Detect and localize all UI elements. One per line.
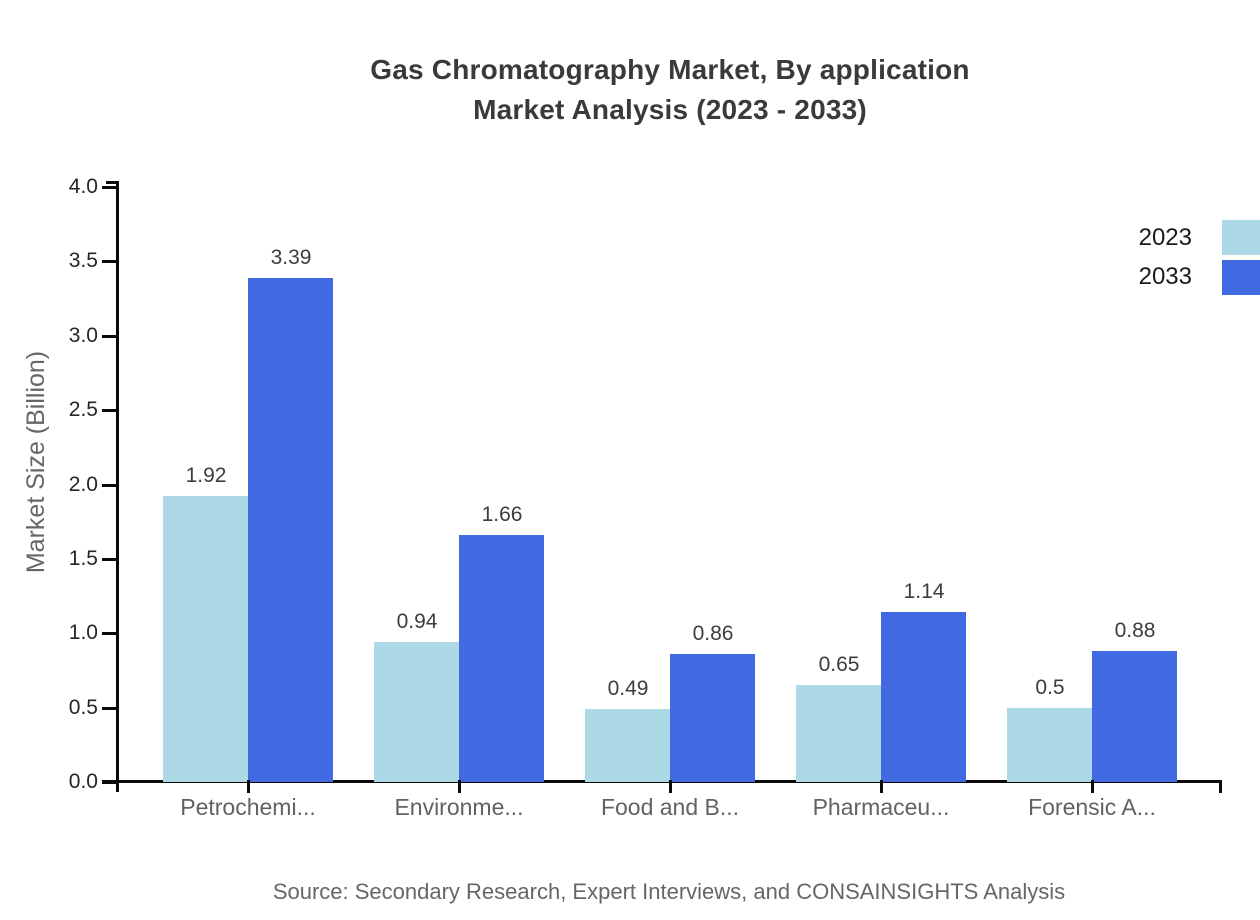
bar-value-label: 0.65	[818, 653, 860, 676]
bar-value-label: 0.94	[396, 610, 438, 633]
bar-2033-5	[1092, 651, 1177, 782]
bar-2033-1	[248, 278, 333, 782]
bar-value-label: 1.14	[903, 580, 945, 603]
x-tick	[669, 780, 672, 793]
bar-value-label: 3.39	[270, 246, 312, 269]
bar-value-label: 1.92	[185, 464, 227, 487]
bar-2033-3	[670, 654, 755, 782]
bar-value-label: 0.86	[692, 622, 734, 645]
y-tick-label: 1.0	[68, 621, 98, 644]
legend-label-2033: 2033	[1138, 263, 1192, 290]
y-tick	[102, 484, 118, 487]
y-axis-cap	[106, 181, 119, 184]
chart-title-line2: Market Analysis (2023 - 2033)	[473, 94, 867, 125]
y-tick	[102, 409, 118, 412]
chart-title: Gas Chromatography Market, By applicatio…	[80, 50, 1260, 130]
bar-value-label: 0.5	[1035, 676, 1065, 699]
bar-2023-3	[585, 709, 670, 782]
legend-label-2023: 2023	[1138, 224, 1192, 251]
y-tick-label: 3.0	[68, 324, 98, 347]
y-tick-label: 3.5	[68, 249, 98, 272]
x-category-label: Environme...	[394, 794, 524, 820]
y-tick-label: 2.5	[68, 398, 98, 421]
bar-value-label: 0.49	[607, 677, 649, 700]
x-category-label: Forensic A...	[1028, 794, 1156, 820]
x-category-label: Food and B...	[600, 794, 740, 820]
bar-2023-1	[163, 496, 248, 782]
y-tick	[102, 707, 118, 710]
y-tick-label: 0.0	[68, 770, 98, 793]
y-tick	[102, 632, 118, 635]
chart-title-line1: Gas Chromatography Market, By applicatio…	[370, 54, 970, 85]
bar-2023-2	[374, 642, 459, 782]
y-tick-label: 1.5	[68, 547, 98, 570]
y-tick-label: 4.0	[68, 175, 98, 198]
bar-value-label: 1.66	[481, 503, 523, 526]
source-note: Source: Secondary Research, Expert Inter…	[272, 879, 1066, 904]
y-tick-label: 2.0	[68, 473, 98, 496]
legend-swatch-2033	[1222, 260, 1260, 295]
y-tick	[102, 558, 118, 561]
x-tick-end	[1219, 780, 1222, 793]
x-tick	[880, 780, 883, 793]
x-category-label: Petrochemi...	[180, 794, 316, 820]
x-tick	[247, 780, 250, 793]
y-tick	[102, 186, 118, 189]
x-tick	[1091, 780, 1094, 793]
bar-2033-4	[881, 612, 966, 782]
bar-2023-5	[1007, 708, 1092, 782]
bar-2033-2	[459, 535, 544, 782]
bar-2023-4	[796, 685, 881, 782]
y-tick	[102, 335, 118, 338]
y-tick	[102, 260, 118, 263]
y-tick-label: 0.5	[68, 696, 98, 719]
x-category-label: Pharmaceu...	[812, 794, 950, 820]
x-tick	[458, 780, 461, 793]
bar-value-label: 0.88	[1114, 619, 1156, 642]
legend-swatch-2023	[1222, 220, 1260, 255]
